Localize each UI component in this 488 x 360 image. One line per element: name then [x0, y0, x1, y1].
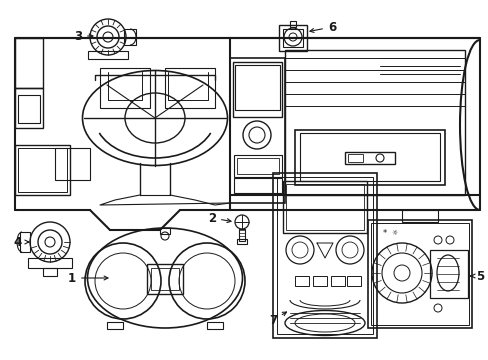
Text: *: *: [382, 229, 386, 238]
Bar: [276, 177, 372, 334]
Bar: [88, 51, 128, 59]
Bar: [285, 50, 464, 195]
Text: 5: 5: [469, 270, 483, 283]
Text: 6: 6: [309, 21, 335, 33]
Bar: [15, 145, 70, 195]
Bar: [283, 181, 366, 233]
Bar: [20, 232, 30, 252]
Text: ☼: ☼: [391, 230, 397, 236]
Bar: [312, 276, 326, 286]
Bar: [18, 95, 40, 123]
Bar: [279, 25, 306, 51]
Text: 4: 4: [14, 235, 29, 248]
Bar: [206, 322, 223, 329]
Bar: [28, 258, 72, 268]
Bar: [285, 184, 363, 230]
Bar: [160, 228, 170, 234]
Bar: [234, 155, 282, 177]
Bar: [234, 178, 282, 193]
Bar: [272, 173, 376, 338]
Bar: [124, 29, 136, 45]
Bar: [299, 133, 439, 181]
Bar: [283, 29, 303, 47]
Bar: [367, 220, 471, 328]
Bar: [330, 276, 345, 286]
Bar: [18, 148, 67, 192]
Bar: [401, 210, 437, 222]
Text: 7: 7: [268, 312, 286, 327]
Bar: [229, 58, 285, 203]
Text: 2: 2: [207, 212, 230, 225]
Text: 3: 3: [74, 30, 93, 42]
Bar: [289, 21, 295, 27]
Bar: [164, 68, 215, 108]
Bar: [294, 276, 308, 286]
Bar: [100, 68, 150, 108]
Bar: [237, 158, 279, 174]
Bar: [55, 148, 90, 180]
Bar: [345, 152, 394, 164]
Bar: [294, 130, 444, 185]
Bar: [370, 223, 468, 325]
Bar: [429, 250, 467, 298]
Bar: [107, 322, 123, 329]
Bar: [237, 239, 246, 244]
Bar: [147, 264, 183, 294]
Bar: [232, 62, 282, 117]
Bar: [346, 276, 360, 286]
Bar: [15, 88, 43, 128]
Bar: [347, 154, 362, 162]
Text: 1: 1: [68, 271, 108, 284]
Bar: [235, 65, 280, 110]
Bar: [15, 38, 43, 88]
Bar: [43, 268, 57, 276]
Bar: [239, 229, 244, 241]
Bar: [151, 268, 179, 290]
